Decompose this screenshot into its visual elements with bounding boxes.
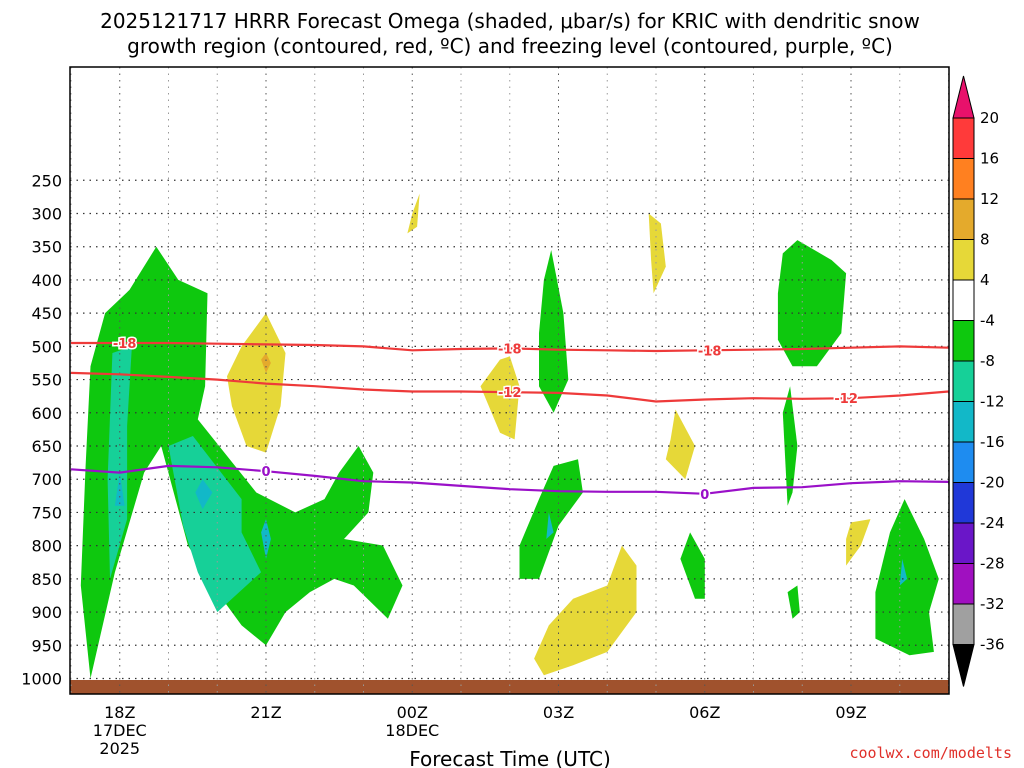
omega-region-11	[648, 213, 666, 294]
x-tick-year: 2025	[99, 739, 140, 758]
plot-frame	[69, 66, 950, 695]
omega-shaded-regions	[80, 193, 939, 679]
colorbar-label-11: -28	[980, 555, 1005, 573]
y-tick-900: 900	[31, 603, 62, 622]
colorbar-bottom-arrow	[952, 644, 975, 687]
contour-line-2	[70, 464, 949, 495]
colorbar-bin-3	[952, 239, 975, 281]
colorbar-bin-11	[952, 563, 975, 605]
colorbar-bin-4	[952, 279, 975, 321]
omega-region-18	[680, 532, 705, 599]
x-tick-09Z: 09Z	[835, 703, 866, 722]
x-tick-date: 17DEC	[93, 721, 147, 740]
y-tick-1000: 1000	[21, 670, 62, 689]
x-tick-date: 18DEC	[385, 721, 439, 740]
omega-region-8	[407, 193, 420, 234]
colorbar-label-13: -36	[980, 636, 1005, 654]
colorbar-bin-5	[952, 320, 975, 362]
colorbar-label-7: -12	[980, 393, 1005, 411]
x-tick-03Z: 03Z	[543, 703, 574, 722]
colorbar: 20 16 12 8 4 -4 -8 -12 -16 -20 -24 -28 -32 -36	[952, 75, 1005, 687]
colorbar-label-8: -16	[980, 433, 1005, 451]
colorbar-label-2: 12	[980, 190, 999, 208]
colorbar-label-5: -4	[980, 312, 995, 330]
omega-region-22	[899, 558, 908, 586]
y-axis-labels: 250 300 350 400 450 500 550 600 650 700 750 800 850 9…	[21, 171, 62, 688]
omega-region-12	[519, 459, 583, 579]
colorbar-bin-6	[952, 360, 975, 402]
colorbar-label-9: -20	[980, 474, 1005, 492]
colorbar-bin-9	[952, 482, 975, 524]
contour-label-2-1: 0	[700, 488, 709, 503]
contour-label-0-0: -18	[113, 337, 137, 352]
y-tick-300: 300	[31, 205, 62, 224]
y-tick-350: 350	[31, 238, 62, 257]
x-tick-21Z: 21Z	[250, 703, 281, 722]
omega-region-3	[114, 472, 125, 506]
omega-region-17	[777, 240, 847, 367]
y-tick-750: 750	[31, 503, 62, 522]
colorbar-bin-7	[952, 401, 975, 443]
x-tick-06Z: 06Z	[689, 703, 720, 722]
contour-line-0	[71, 341, 949, 353]
y-tick-950: 950	[31, 636, 62, 655]
contour-label-1-1: -12	[834, 392, 858, 407]
y-tick-600: 600	[31, 404, 62, 423]
colorbar-bin-0	[952, 117, 975, 159]
omega-region-14	[534, 545, 637, 676]
omega-region-2	[168, 436, 262, 613]
y-tick-650: 650	[31, 437, 62, 456]
x-axis-title: Forecast Time (UTC)	[409, 747, 611, 768]
y-tick-550: 550	[31, 371, 62, 390]
omega-region-20	[846, 519, 871, 566]
chart-title-line2: growth region (contoured, red, ºC) and f…	[127, 34, 893, 58]
omega-region-5	[261, 519, 271, 559]
omega-region-21	[875, 499, 939, 656]
y-tick-400: 400	[31, 271, 62, 290]
terrain-bar	[70, 680, 949, 694]
contour-lines: -18 -18 -18 -12 -12 0 0	[70, 336, 949, 504]
colorbar-bin-10	[952, 522, 975, 564]
contour-label-0-2: -18	[698, 344, 722, 359]
omega-region-13	[546, 512, 554, 539]
contour-label-1-0: -12	[498, 386, 522, 401]
y-tick-250: 250	[31, 171, 62, 190]
ground-bar	[70, 680, 949, 694]
y-tick-450: 450	[31, 304, 62, 323]
omega-region-1	[107, 346, 132, 579]
chart-title-line1: 2025121717 HRRR Forecast Omega (shaded, …	[100, 9, 920, 33]
omega-region-15	[665, 409, 695, 480]
colorbar-bin-2	[952, 198, 975, 240]
colorbar-label-4: 4	[980, 271, 990, 289]
colorbar-label-6: -8	[980, 352, 995, 370]
contour-line-1	[70, 371, 949, 403]
colorbar-label-12: -32	[980, 595, 1005, 613]
colorbar-bin-12	[952, 603, 975, 645]
y-tick-700: 700	[31, 470, 62, 489]
site-credit: coolwx.com/modelts	[849, 744, 1012, 762]
x-tick-00Z: 00Z	[397, 703, 428, 722]
colorbar-top-arrow	[952, 75, 975, 119]
y-tick-500: 500	[31, 337, 62, 356]
omega-region-0	[80, 246, 403, 679]
colorbar-label-3: 8	[980, 231, 990, 249]
colorbar-bin-8	[952, 441, 975, 483]
colorbar-label-1: 16	[980, 150, 999, 168]
contour-label-0-1: -18	[498, 342, 522, 357]
y-tick-800: 800	[31, 537, 62, 556]
omega-region-10	[539, 250, 569, 413]
omega-region-7	[261, 353, 271, 373]
y-tick-850: 850	[31, 570, 62, 589]
colorbar-label-10: -24	[980, 514, 1005, 532]
omega-region-16	[782, 386, 798, 506]
contour-label-2-0: 0	[261, 465, 270, 480]
omega-region-4	[195, 479, 213, 510]
x-tick-18Z: 18Z	[104, 703, 135, 722]
colorbar-label-0: 20	[980, 109, 999, 127]
colorbar-bin-1	[952, 158, 975, 200]
omega-region-19	[787, 585, 800, 619]
